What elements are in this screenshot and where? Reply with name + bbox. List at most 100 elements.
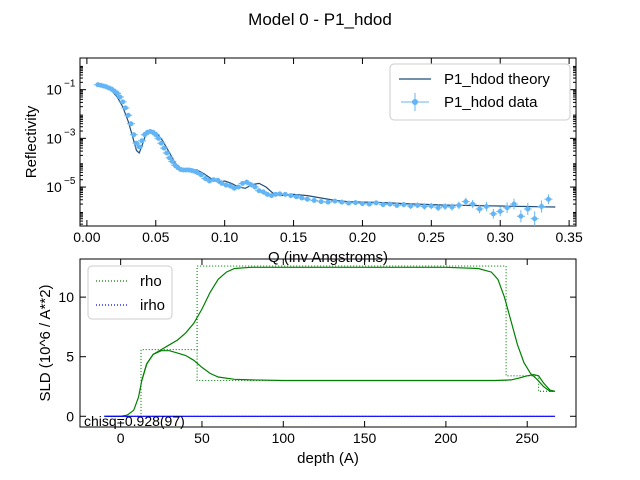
x-tick-label: 0.15 bbox=[280, 229, 307, 245]
data-point bbox=[132, 140, 141, 146]
data-point bbox=[324, 199, 332, 205]
data-point bbox=[510, 198, 518, 210]
data-point bbox=[516, 210, 525, 223]
data-point bbox=[201, 176, 210, 182]
data-point bbox=[530, 211, 539, 226]
data-point bbox=[193, 169, 202, 175]
data-point bbox=[160, 145, 169, 151]
data-marker bbox=[156, 135, 162, 141]
data-marker bbox=[198, 172, 204, 178]
reflectivity-x-label: Q (inv Angstroms) bbox=[268, 249, 388, 266]
data-marker bbox=[244, 179, 250, 185]
data-marker bbox=[158, 140, 164, 146]
rho-smooth-line bbox=[141, 350, 556, 392]
data-point bbox=[386, 201, 394, 207]
data-point bbox=[165, 155, 174, 161]
y-tick-label: 10 bbox=[46, 82, 62, 98]
data-point bbox=[126, 121, 135, 127]
data-point bbox=[226, 183, 235, 189]
data-point bbox=[303, 196, 312, 202]
y-tick-label: 0 bbox=[66, 408, 74, 424]
sld-x-label: depth (A) bbox=[297, 450, 359, 467]
data-point bbox=[168, 158, 177, 164]
x-tick-label: 0.00 bbox=[73, 229, 100, 245]
data-marker bbox=[394, 202, 400, 208]
data-point bbox=[286, 193, 295, 199]
data-marker bbox=[318, 199, 324, 205]
data-marker bbox=[169, 158, 175, 164]
x-tick-label: 50 bbox=[194, 430, 210, 446]
data-marker bbox=[273, 191, 279, 197]
data-point bbox=[310, 197, 319, 203]
x-tick-label: 0.30 bbox=[487, 229, 514, 245]
data-point bbox=[537, 200, 546, 213]
data-point bbox=[448, 203, 456, 211]
data-point bbox=[157, 140, 166, 146]
data-marker bbox=[359, 201, 365, 207]
data-point bbox=[468, 199, 477, 209]
data-point bbox=[281, 191, 290, 197]
sld-y-label: SLD (10^6 / A**2) bbox=[37, 284, 54, 401]
data-point bbox=[138, 138, 146, 144]
data-point bbox=[250, 184, 259, 190]
x-tick-label: 0.25 bbox=[418, 229, 445, 245]
data-point bbox=[358, 201, 367, 207]
data-point bbox=[292, 194, 301, 200]
data-marker bbox=[435, 205, 441, 211]
data-marker bbox=[456, 202, 462, 208]
data-marker bbox=[421, 204, 427, 210]
data-marker bbox=[136, 144, 142, 150]
data-marker bbox=[408, 203, 414, 209]
data-marker bbox=[490, 211, 496, 217]
data-marker bbox=[449, 204, 455, 210]
data-point bbox=[406, 203, 415, 209]
data-marker bbox=[117, 94, 123, 100]
data-point bbox=[420, 203, 429, 210]
data-marker bbox=[128, 121, 134, 127]
data-marker bbox=[470, 201, 476, 207]
data-point bbox=[317, 199, 326, 205]
data-marker bbox=[325, 199, 331, 205]
rho-step-line bbox=[196, 349, 507, 382]
data-marker bbox=[366, 201, 372, 207]
data-marker bbox=[215, 177, 221, 183]
y-tick-label: 10 bbox=[46, 179, 62, 195]
data-marker bbox=[202, 176, 208, 182]
y-tick-label: 10 bbox=[46, 130, 62, 146]
data-marker bbox=[161, 145, 167, 151]
data-point bbox=[242, 179, 251, 185]
data-marker bbox=[415, 202, 421, 208]
reflectivity-plot-area bbox=[93, 82, 556, 226]
data-point bbox=[503, 202, 512, 214]
data-point bbox=[482, 201, 491, 212]
data-point bbox=[297, 195, 306, 201]
data-point bbox=[413, 202, 422, 209]
data-marker bbox=[260, 189, 266, 195]
data-marker bbox=[428, 203, 434, 209]
data-marker bbox=[288, 193, 294, 199]
data-point bbox=[379, 202, 388, 208]
data-point bbox=[337, 199, 346, 205]
reflectivity-legend: P1_hdod theory P1_hdod data bbox=[389, 63, 571, 121]
sld-legend: rho irho bbox=[87, 265, 173, 320]
x-tick-label: 250 bbox=[516, 430, 540, 446]
data-point bbox=[496, 206, 505, 217]
legend-theory-label: P1_hdod theory bbox=[444, 71, 550, 88]
data-marker bbox=[346, 200, 352, 206]
data-point bbox=[121, 105, 130, 111]
data-marker bbox=[282, 191, 288, 197]
data-point bbox=[113, 90, 122, 96]
data-point bbox=[259, 189, 268, 195]
data-point bbox=[213, 177, 222, 183]
data-marker bbox=[114, 90, 120, 96]
sld-series bbox=[104, 265, 556, 417]
data-marker bbox=[299, 195, 305, 201]
chisq-annotation: chisq=0.928(97) bbox=[84, 413, 185, 429]
data-point bbox=[162, 150, 171, 156]
data-point bbox=[372, 200, 381, 206]
data-point bbox=[330, 198, 339, 204]
reflectivity-series bbox=[93, 82, 556, 226]
reflectivity-panel: 0.00 0.05 0.10 0.15 0.20 0.25 0.30 0.3510−110−3… bbox=[23, 57, 583, 266]
data-marker bbox=[477, 206, 483, 212]
